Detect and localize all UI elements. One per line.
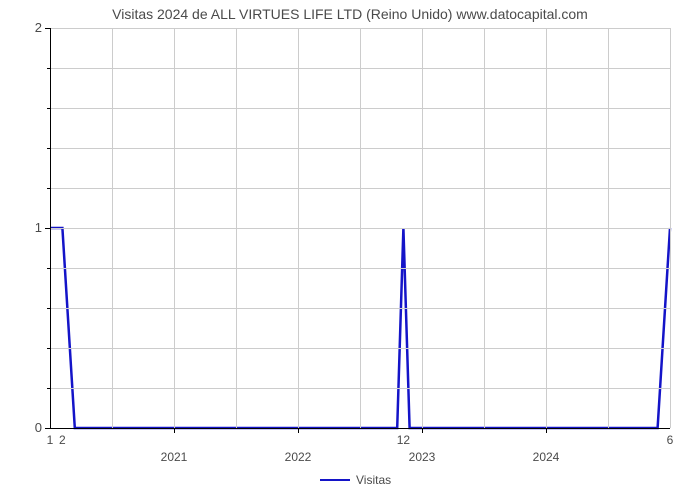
legend: Visitas: [320, 473, 391, 487]
legend-label: Visitas: [356, 473, 391, 487]
y-minor-tick-mark: [47, 388, 50, 389]
y-minor-tick-mark: [47, 308, 50, 309]
data-point-label: 2: [59, 433, 66, 447]
grid-line-h-minor: [50, 68, 670, 69]
x-tick-mark: [546, 428, 547, 433]
chart-title: Visitas 2024 de ALL VIRTUES LIFE LTD (Re…: [0, 6, 700, 22]
y-tick-mark: [45, 228, 50, 229]
grid-line-h-minor: [50, 308, 670, 309]
y-tick-label: 2: [35, 20, 42, 35]
x-tick-label: 2021: [161, 450, 188, 464]
grid-line-h-minor: [50, 348, 670, 349]
y-tick-label: 0: [35, 420, 42, 435]
grid-line-h-minor: [50, 388, 670, 389]
x-tick-label: 2023: [409, 450, 436, 464]
x-tick-label: 2022: [285, 450, 312, 464]
x-axis: [50, 428, 670, 429]
x-tick-mark: [298, 428, 299, 433]
data-point-label: 6: [667, 433, 674, 447]
legend-swatch: [320, 479, 350, 481]
y-minor-tick-mark: [47, 148, 50, 149]
grid-line-h-minor: [50, 268, 670, 269]
data-point-label: 1: [47, 433, 54, 447]
y-axis: [50, 28, 51, 428]
y-minor-tick-mark: [47, 68, 50, 69]
y-minor-tick-mark: [47, 188, 50, 189]
grid-line-v: [670, 28, 671, 428]
y-tick-mark: [45, 28, 50, 29]
y-tick-label: 1: [35, 220, 42, 235]
y-minor-tick-mark: [47, 108, 50, 109]
y-minor-tick-mark: [47, 348, 50, 349]
plot-area: [50, 28, 670, 428]
grid-line-h-minor: [50, 108, 670, 109]
chart-container: Visitas 2024 de ALL VIRTUES LIFE LTD (Re…: [0, 0, 700, 500]
y-minor-tick-mark: [47, 268, 50, 269]
x-tick-mark: [174, 428, 175, 433]
x-tick-mark: [422, 428, 423, 433]
x-tick-label: 2024: [533, 450, 560, 464]
grid-line-h: [50, 228, 670, 229]
grid-line-h-minor: [50, 148, 670, 149]
data-point-label: 12: [397, 433, 410, 447]
grid-line-h: [50, 28, 670, 29]
grid-line-h-minor: [50, 188, 670, 189]
y-tick-mark: [45, 428, 50, 429]
